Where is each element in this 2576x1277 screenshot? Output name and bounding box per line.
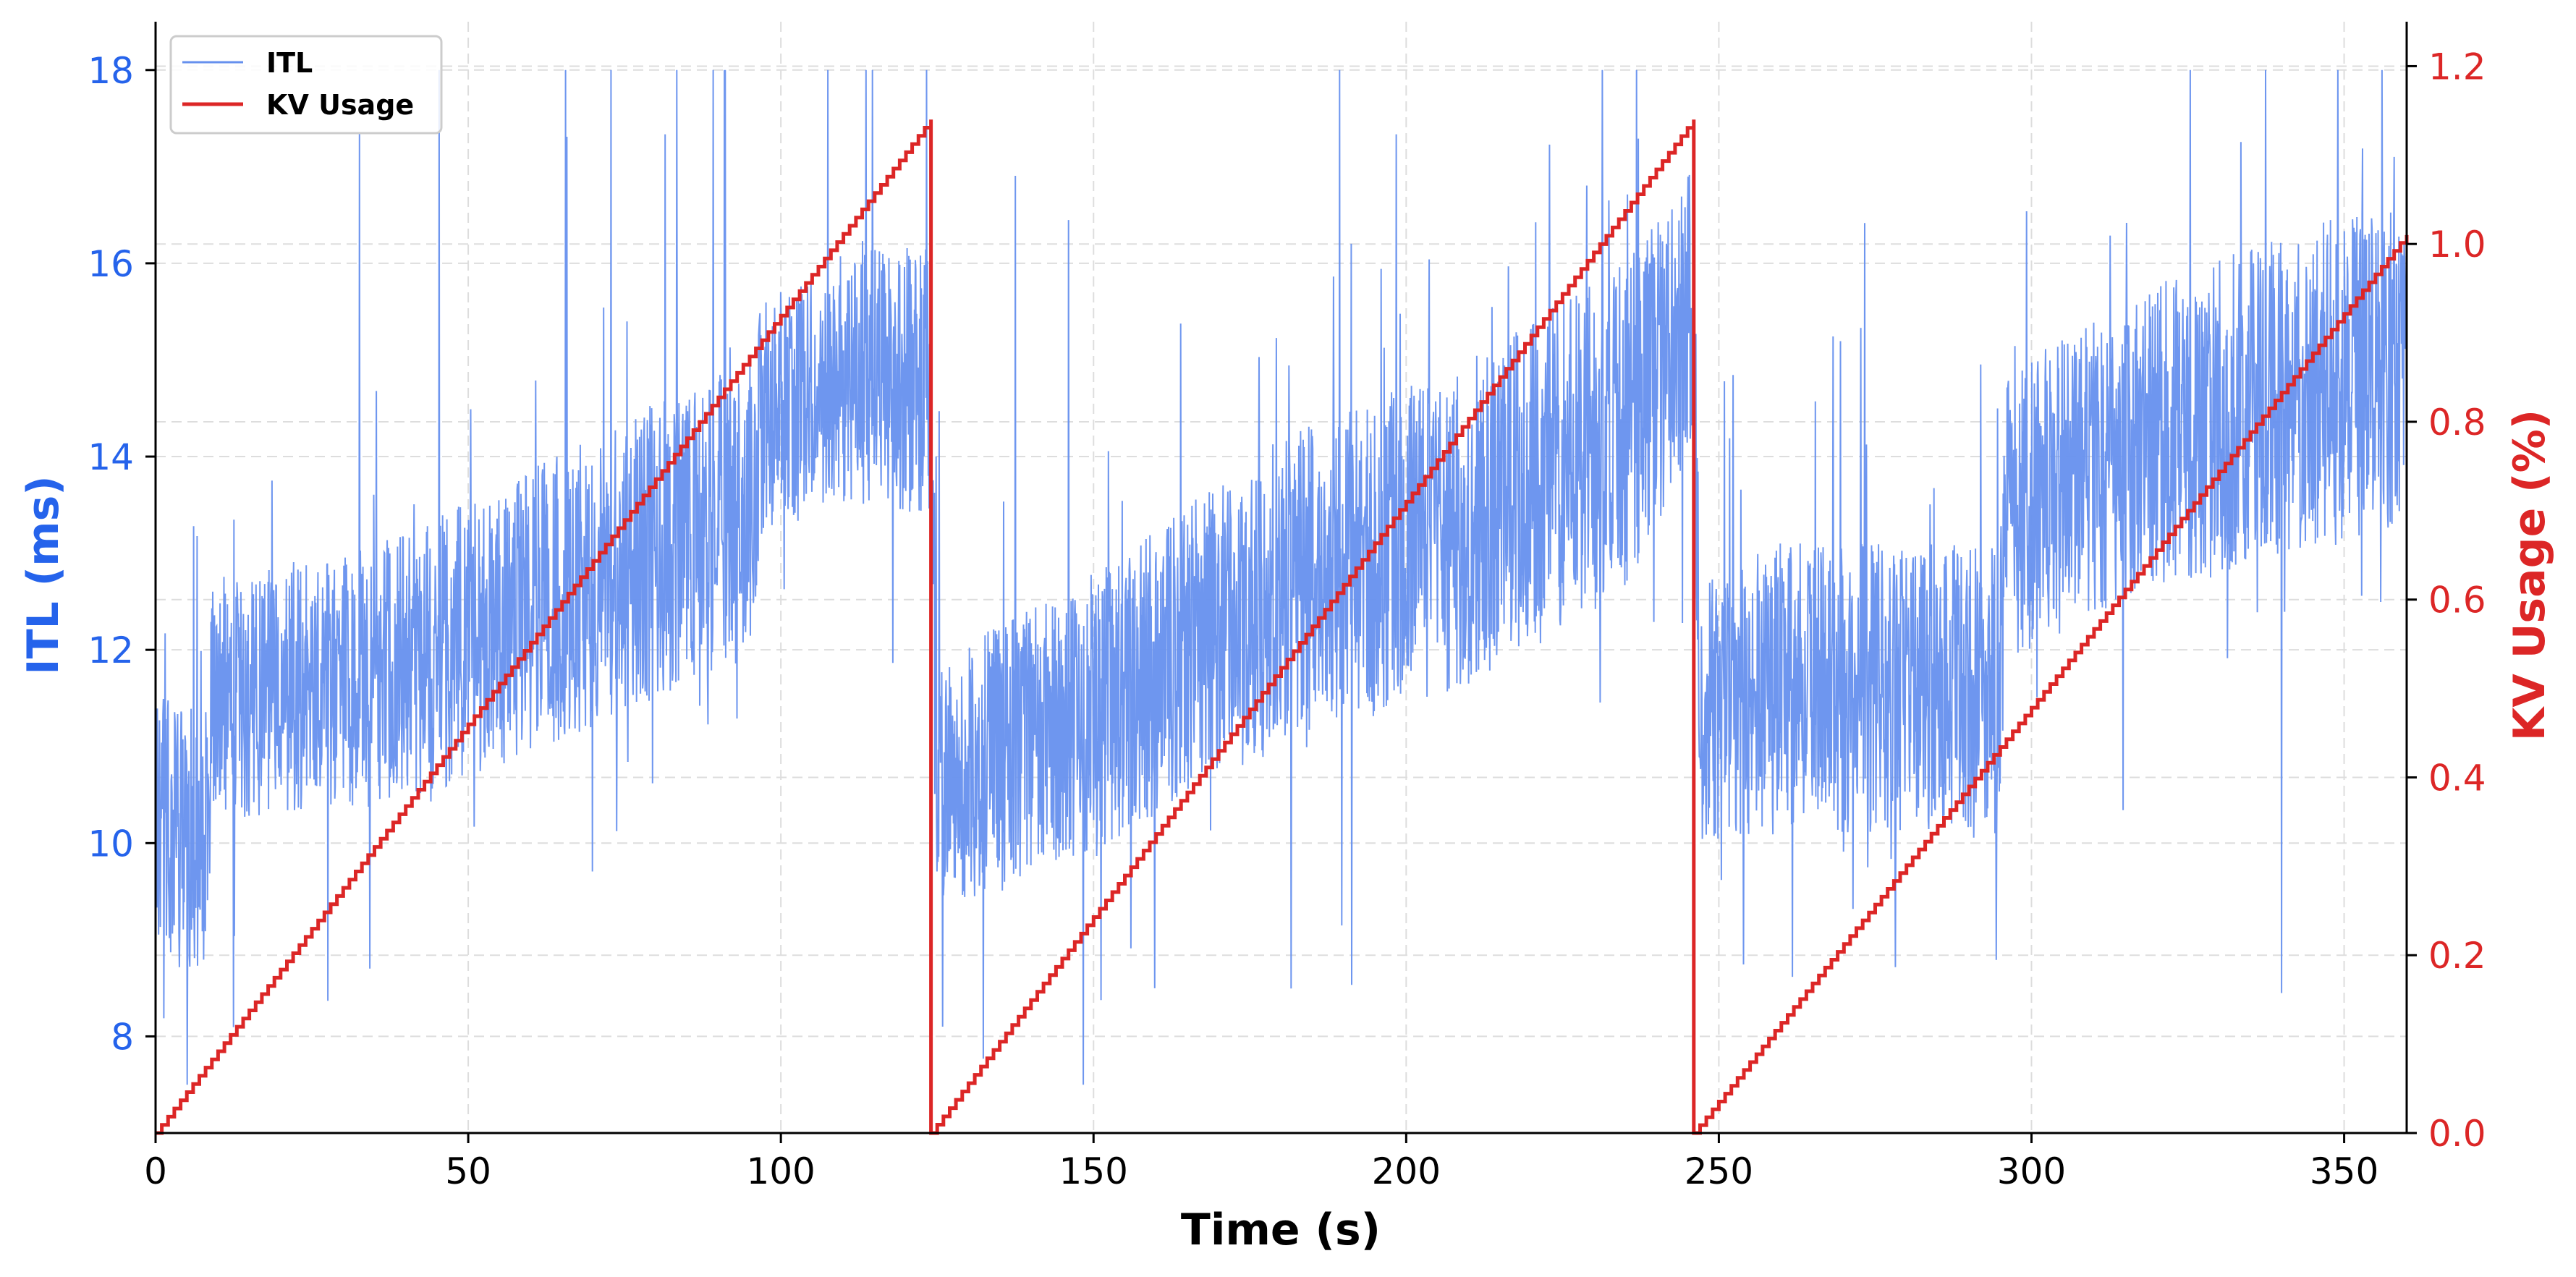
itl-series bbox=[155, 69, 2407, 1085]
x-axis-label: Time (s) bbox=[1181, 1205, 1381, 1255]
left-tick-label: 16 bbox=[88, 243, 134, 285]
x-tick-label: 350 bbox=[2310, 1150, 2378, 1192]
right-tick-label: 0.8 bbox=[2428, 402, 2486, 444]
kv-usage-line bbox=[156, 119, 2409, 1135]
left-axis-label: ITL (ms) bbox=[18, 475, 69, 674]
left-tick-label: 18 bbox=[88, 50, 134, 92]
x-tick-label: 100 bbox=[746, 1150, 815, 1192]
x-tick-label: 0 bbox=[144, 1150, 167, 1192]
legend-box bbox=[169, 35, 443, 135]
x-tick-label: 50 bbox=[445, 1150, 491, 1192]
left-tick-label: 10 bbox=[88, 823, 134, 865]
legend-itl-label: ITL bbox=[266, 47, 313, 79]
right-tick-label: 1.2 bbox=[2428, 46, 2486, 88]
right-tick-label: 0.0 bbox=[2428, 1113, 2486, 1155]
legend-kv-label: KV Usage bbox=[266, 89, 414, 121]
x-tick-label: 150 bbox=[1059, 1150, 1128, 1192]
legend: ITL KV Usage bbox=[169, 35, 443, 135]
right-tick-label: 0.4 bbox=[2428, 757, 2486, 799]
left-tick-label: 12 bbox=[88, 629, 134, 671]
kv-usage-series bbox=[156, 119, 2409, 1135]
left-tick-label: 8 bbox=[111, 1016, 134, 1058]
left-tick-label: 14 bbox=[88, 436, 134, 478]
right-tick-label: 0.2 bbox=[2428, 935, 2486, 977]
right-tick-label: 1.0 bbox=[2428, 224, 2486, 266]
x-tick-label: 250 bbox=[1685, 1150, 1753, 1192]
x-tick-label: 200 bbox=[1372, 1150, 1441, 1192]
right-axis-label: KV Usage (%) bbox=[2504, 410, 2555, 741]
x-tick-label: 300 bbox=[1997, 1150, 2066, 1192]
right-tick-label: 0.6 bbox=[2428, 580, 2486, 621]
ticks: 0 50 100 150 200 250 300 350 8 10 12 14 16 18 0.0 0.2 0.… bbox=[88, 46, 2486, 1192]
itl-line bbox=[155, 69, 2407, 1085]
